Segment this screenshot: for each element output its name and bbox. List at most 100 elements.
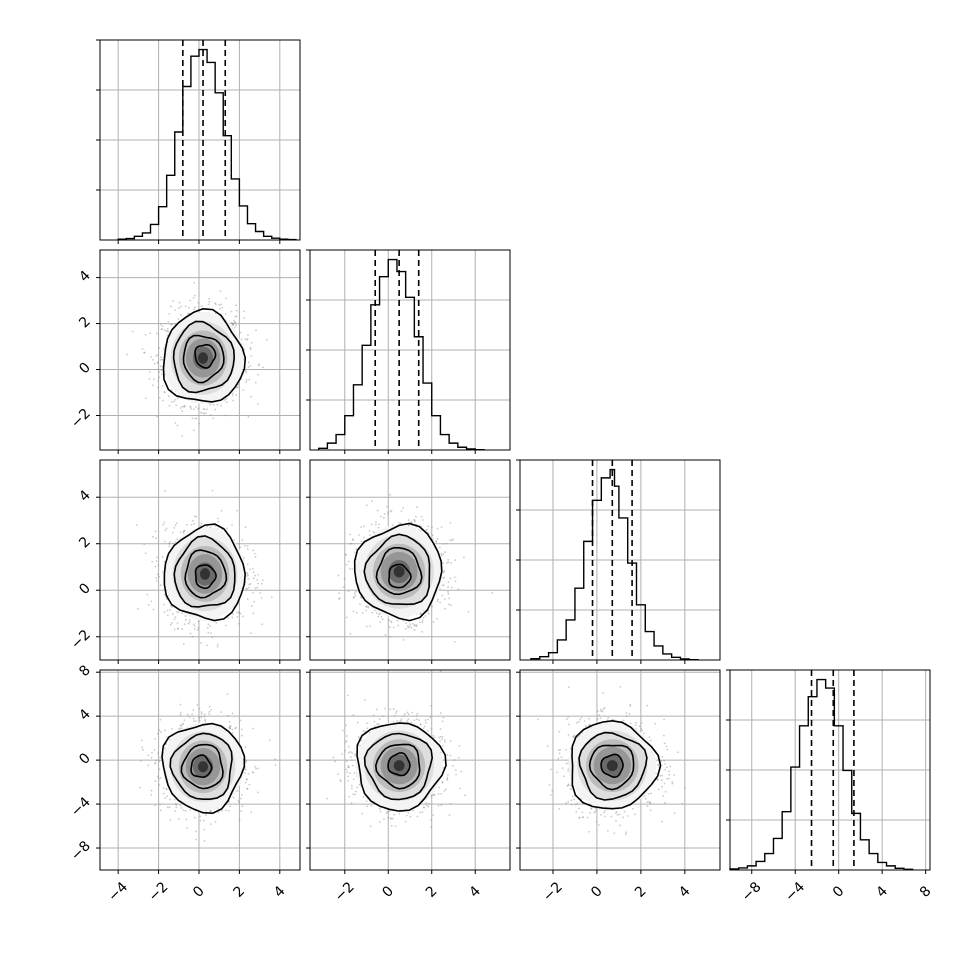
- contour-level-0: [387, 751, 411, 777]
- scatter-point: [198, 422, 201, 425]
- scatter-point: [349, 750, 352, 753]
- scatter-point: [661, 785, 663, 788]
- scatter-point: [162, 787, 165, 789]
- scatter-point: [610, 815, 613, 818]
- scatter-point: [187, 312, 189, 315]
- scatter-panel-2-1: [306, 459, 511, 664]
- scatter-point: [369, 825, 372, 828]
- scatter-point: [337, 773, 340, 776]
- scatter-point: [166, 795, 169, 798]
- scatter-point: [188, 715, 191, 718]
- scatter-point: [662, 734, 665, 737]
- scatter-point: [200, 712, 203, 715]
- scatter-point: [163, 390, 166, 393]
- scatter-point: [363, 525, 365, 528]
- scatter-point: [247, 416, 250, 418]
- scatter-point: [357, 736, 360, 738]
- scatter-point: [247, 772, 250, 775]
- scatter-point: [370, 523, 373, 526]
- scatter-point: [360, 526, 363, 529]
- scatter-point: [447, 581, 450, 584]
- scatter-point: [198, 707, 201, 710]
- scatter-point: [249, 568, 251, 571]
- scatter-point: [403, 712, 406, 715]
- scatter-point: [350, 802, 353, 804]
- scatter-point: [431, 534, 434, 537]
- scatter-point: [623, 810, 626, 813]
- scatter-point: [217, 643, 219, 646]
- scatter-point: [334, 760, 337, 763]
- scatter-point: [348, 795, 351, 798]
- scatter-point: [439, 728, 442, 730]
- scatter-point: [163, 611, 166, 614]
- scatter-point: [388, 810, 391, 813]
- scatter-point: [248, 378, 251, 381]
- scatter-point: [248, 583, 251, 586]
- scatter-point: [441, 577, 444, 579]
- scatter-point: [661, 774, 664, 777]
- scatter-point: [570, 788, 572, 790]
- scatter-point: [212, 417, 215, 420]
- x-tick-label: 0: [588, 883, 606, 901]
- scatter-point: [408, 625, 411, 628]
- scatter-point: [354, 793, 357, 796]
- scatter-point: [166, 614, 169, 617]
- scatter-point: [225, 397, 228, 400]
- scatter-point: [443, 571, 446, 574]
- scatter-point: [581, 816, 584, 819]
- scatter-point: [153, 362, 156, 365]
- scatter-point: [389, 620, 392, 623]
- scatter-point: [244, 338, 247, 341]
- scatter-point: [440, 804, 443, 807]
- scatter-point: [649, 739, 652, 742]
- scatter-point: [358, 534, 360, 536]
- scatter-point: [397, 624, 400, 627]
- scatter-point: [253, 552, 256, 555]
- scatter-point: [164, 490, 166, 492]
- scatter-point: [163, 391, 166, 394]
- scatter-point: [600, 710, 603, 712]
- scatter-point: [326, 797, 328, 800]
- scatter-point: [172, 542, 175, 545]
- histogram-panel-3: [726, 669, 931, 874]
- scatter-point: [622, 719, 625, 722]
- scatter-point: [211, 636, 214, 639]
- scatter-point: [430, 819, 432, 821]
- scatter-point: [332, 756, 335, 759]
- scatter-point: [416, 506, 418, 509]
- scatter-point: [166, 609, 169, 612]
- scatter-point: [249, 346, 252, 349]
- scatter-point: [395, 712, 397, 714]
- scatter-point: [179, 711, 182, 714]
- scatter-point: [425, 802, 428, 804]
- scatter-point: [160, 369, 163, 372]
- scatter-point: [228, 809, 230, 812]
- scatter-point: [157, 379, 160, 382]
- scatter-point: [661, 755, 664, 758]
- scatter-point: [190, 407, 192, 410]
- scatter-point: [409, 815, 412, 818]
- scatter-point: [426, 610, 429, 613]
- scatter-point: [407, 812, 410, 814]
- scatter-point: [557, 757, 560, 760]
- scatter-point: [217, 811, 220, 814]
- scatter-point: [158, 777, 160, 780]
- scatter-point: [354, 592, 356, 595]
- scatter-point: [257, 582, 259, 585]
- x-tick-label: 2: [231, 883, 249, 901]
- scatter-point: [254, 574, 257, 577]
- scatter-point: [390, 824, 393, 827]
- scatter-point: [238, 801, 241, 804]
- scatter-point: [255, 329, 257, 332]
- scatter-point: [346, 775, 349, 778]
- scatter-point: [341, 753, 344, 755]
- scatter-point: [657, 788, 660, 791]
- scatter-point: [426, 804, 428, 807]
- scatter-point: [251, 567, 254, 570]
- scatter-point: [628, 712, 631, 715]
- scatter-point: [227, 617, 229, 619]
- scatter-point: [148, 371, 151, 373]
- scatter-point: [454, 769, 457, 772]
- scatter-point: [167, 594, 170, 597]
- scatter-point: [196, 703, 199, 706]
